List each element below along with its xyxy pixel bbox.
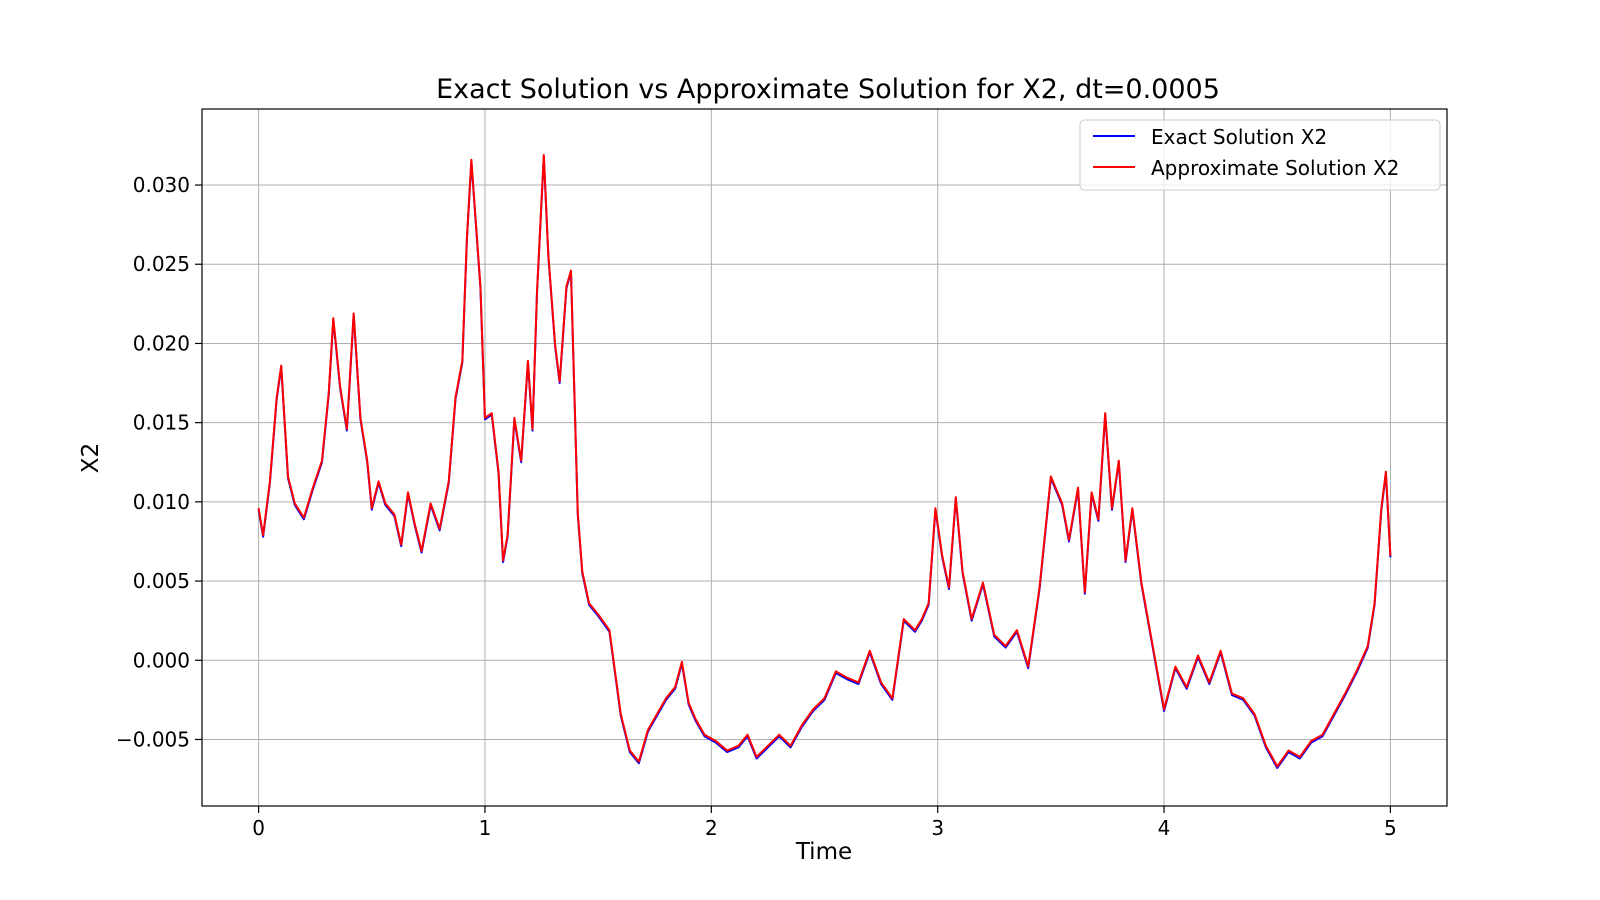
y-axis-ticks: −0.005 0.000 0.005 0.010 0.015 0.020 0.025 0.03… (116, 173, 202, 751)
plot-area-frame (201, 108, 1448, 807)
y-tick-label: 0.000 (133, 648, 190, 672)
legend-label-approximate: Approximate Solution X2 (1151, 156, 1399, 180)
y-tick-label: 0.010 (133, 490, 190, 514)
y-tick-label: −0.005 (116, 727, 190, 751)
x-tick-label: 3 (931, 816, 944, 840)
y-tick-label: 0.025 (133, 252, 190, 276)
x-tick-label: 1 (479, 816, 492, 840)
x-tick-label: 0 (252, 816, 265, 840)
x-tick-label: 2 (705, 816, 718, 840)
y-tick-label: 0.030 (133, 173, 190, 197)
y-axis-label: X2 (78, 443, 104, 473)
y-tick-label: 0.020 (133, 331, 190, 355)
x-axis-ticks: 0 1 2 3 4 5 (252, 806, 1397, 840)
y-tick-label: 0.005 (133, 569, 190, 593)
legend-label-exact: Exact Solution X2 (1151, 125, 1327, 149)
x-tick-label: 4 (1158, 816, 1171, 840)
legend-box (1079, 119, 1441, 191)
chart-title: Exact Solution vs Approximate Solution f… (436, 74, 1220, 105)
legend: Exact Solution X2 Approximate Solution X… (1079, 119, 1441, 191)
series-line-approximate (257, 153, 1392, 768)
x-tick-label: 5 (1384, 816, 1397, 840)
grid-lines (202, 109, 1447, 806)
series-lines (257, 153, 1392, 769)
y-tick-label: 0.015 (133, 411, 190, 435)
x-axis-label: Time (795, 839, 852, 865)
